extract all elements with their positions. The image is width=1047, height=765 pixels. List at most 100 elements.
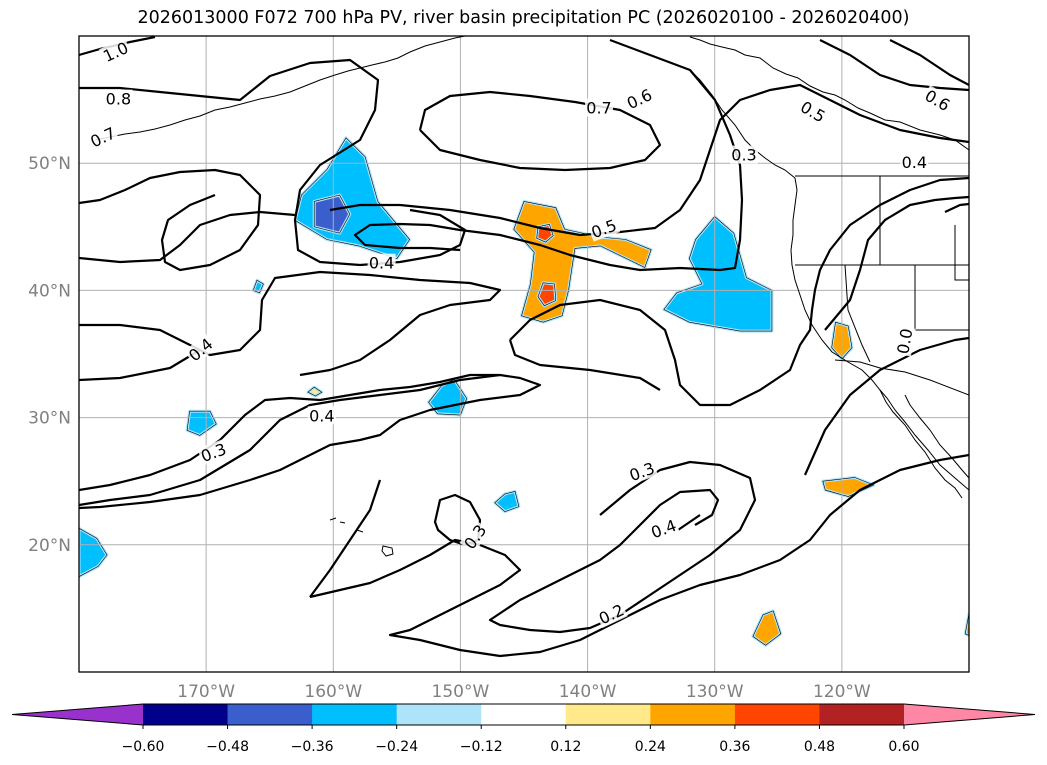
lat-tick-label: 40°N bbox=[28, 281, 71, 301]
colorbar-tick-label: 0.48 bbox=[804, 739, 835, 755]
pv-contour-cut bbox=[944, 202, 969, 213]
anomaly-patch-outline bbox=[537, 282, 557, 307]
anomaly-patch-outline bbox=[494, 491, 520, 513]
colorbar-tick-label: −0.48 bbox=[206, 739, 249, 755]
pv-contour-0-3-east bbox=[488, 460, 757, 634]
pv-contour-0-6 bbox=[353, 38, 744, 272]
contour-label: 0.3 bbox=[730, 145, 758, 165]
contour-label-bg bbox=[900, 153, 929, 172]
pv-contour-0-5-east bbox=[819, 39, 969, 92]
colorbar-tick-label: 0.24 bbox=[635, 739, 666, 755]
coastline-north-america bbox=[689, 36, 969, 151]
colorbar-tick-label: −0.12 bbox=[460, 739, 503, 755]
contour-label-bg bbox=[893, 325, 916, 357]
lon-tick-label: 160°W bbox=[304, 682, 362, 702]
coastline-baja bbox=[879, 389, 963, 499]
contour-label-bg bbox=[307, 406, 336, 425]
contour-label-bg bbox=[197, 439, 230, 466]
contour-label-text: 0.4 bbox=[369, 254, 394, 273]
colorbar-tick-label: −0.24 bbox=[375, 739, 418, 755]
contour-label-text: 0.3 bbox=[731, 146, 756, 165]
anomaly-patch-outline bbox=[536, 223, 554, 243]
contour-label-bg bbox=[796, 96, 830, 127]
colorbar-tick-label: −0.60 bbox=[122, 739, 165, 755]
pv-contour-0-6-east bbox=[889, 39, 969, 86]
border-us-mexico bbox=[834, 359, 969, 396]
contour-label-text: 0.0 bbox=[893, 327, 916, 355]
lon-tick-label: 130°W bbox=[686, 682, 744, 702]
anomaly-patch-outline bbox=[752, 610, 782, 646]
contour-label-text: 0.4 bbox=[902, 153, 927, 172]
precipitation-anomaly-layer bbox=[79, 136, 969, 647]
contour-label-bg bbox=[594, 599, 628, 628]
gridlines bbox=[79, 36, 969, 672]
contour-label-bg bbox=[587, 215, 620, 242]
contour-label: 0.5 bbox=[587, 215, 620, 242]
pv-contour-0-3-dip bbox=[509, 176, 969, 407]
anomaly-patch-outline bbox=[964, 613, 969, 636]
anomaly-patch-outline bbox=[307, 386, 323, 397]
colorbar-segment bbox=[819, 704, 905, 725]
anomaly-patch-outline bbox=[831, 321, 853, 360]
colorbar-tick-label: 0.12 bbox=[550, 739, 581, 755]
lon-tick-label: 140°W bbox=[559, 682, 617, 702]
lat-tick-label: 20°N bbox=[28, 536, 71, 556]
pv-contour-0-3-mid bbox=[508, 339, 661, 391]
anomaly-patch-outline bbox=[663, 216, 773, 332]
lon-tick-label: 120°W bbox=[813, 682, 871, 702]
colorbar-segment bbox=[650, 704, 736, 725]
pv-contour-0-3 bbox=[79, 373, 542, 510]
colorbar-tick-label: 0.36 bbox=[719, 739, 750, 755]
anomaly-patch-outline bbox=[313, 194, 351, 234]
contour-label-bg bbox=[86, 122, 120, 151]
contour-label-bg bbox=[585, 98, 613, 117]
pv-contour-0-5 bbox=[329, 83, 969, 237]
anomaly-patch bbox=[536, 281, 558, 308]
contour-label: 0.4 bbox=[307, 406, 336, 425]
colorbar: −0.60 −0.48 −0.36 −0.24 −0.12 0.12 0.24 0.36 0.4… bbox=[11, 703, 1036, 755]
colorbar-segment bbox=[734, 704, 820, 725]
colorbar-segment bbox=[565, 704, 651, 725]
pv-contour-0-0 bbox=[824, 195, 969, 331]
contour-label: 0.7 bbox=[585, 98, 613, 118]
pv-contour-0-4-loop bbox=[79, 349, 201, 382]
contour-label-bg bbox=[367, 253, 396, 272]
contour-label-bg bbox=[459, 519, 491, 554]
contour-label-bg bbox=[183, 333, 217, 366]
border-states-2 bbox=[844, 264, 871, 363]
contour-label-text: 0.8 bbox=[106, 90, 131, 109]
coastline-gulf-california bbox=[904, 394, 969, 479]
colorbar-segment bbox=[481, 704, 567, 725]
colorbar-extend-high bbox=[904, 704, 1035, 725]
contour-label: 0.8 bbox=[104, 89, 133, 109]
pv-contour-0-4-east bbox=[677, 514, 701, 531]
coastline-aleutians bbox=[94, 61, 386, 141]
map-background bbox=[79, 36, 969, 672]
contour-label-bg bbox=[730, 145, 758, 164]
coastline-alaska-south bbox=[384, 36, 466, 63]
colorbar-segment bbox=[143, 704, 229, 725]
colorbar-tick-label: −0.36 bbox=[291, 739, 334, 755]
contour-label: 0.4 bbox=[367, 253, 396, 273]
anomaly-patch-outline bbox=[79, 527, 108, 577]
colorbar-segment bbox=[312, 704, 398, 725]
pv-contour-0-7-west bbox=[79, 168, 262, 272]
lon-tick-label: 150°W bbox=[432, 682, 490, 702]
pv-contour-0-2-loop bbox=[309, 479, 382, 598]
colorbar-extend-low bbox=[12, 704, 143, 725]
lat-tick-label: 50°N bbox=[28, 154, 71, 174]
coastline-west-coast bbox=[790, 177, 969, 491]
pv-contour-0-8 bbox=[79, 58, 467, 267]
contour-label-text: 0.7 bbox=[586, 99, 611, 118]
lon-tick-label: 170°W bbox=[177, 682, 235, 702]
pv-contour-0-2 bbox=[309, 453, 969, 658]
anomaly-patch-outline bbox=[252, 279, 264, 294]
colorbar-segment bbox=[396, 704, 482, 725]
map-frame bbox=[78, 35, 970, 673]
pv-contours bbox=[79, 36, 969, 658]
coastlines bbox=[94, 36, 969, 557]
contour-label-bg bbox=[625, 458, 659, 485]
pv-contour-0-2-north bbox=[803, 336, 969, 476]
border-us-states-1 bbox=[795, 176, 969, 331]
